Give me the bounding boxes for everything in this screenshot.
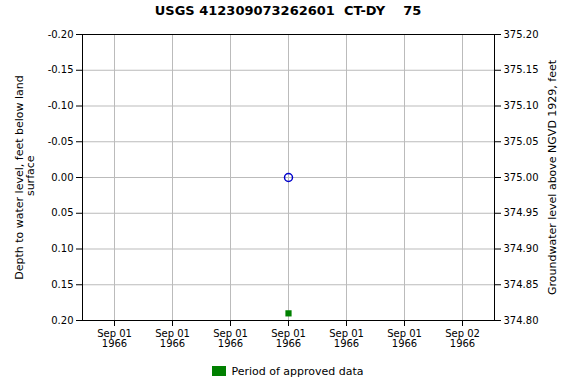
html-text:Period of approved data: Period of approved data xyxy=(231,364,364,378)
svg-text:-0.05: -0.05 xyxy=(48,136,74,147)
svg-text:Sep 011966: Sep 011966 xyxy=(387,328,422,349)
svg-text:-0.20: -0.20 xyxy=(48,29,74,40)
svg-text:0.00: 0.00 xyxy=(51,172,73,183)
svg-text:0.15: 0.15 xyxy=(51,279,73,290)
svg-text:375.00: 375.00 xyxy=(504,172,539,183)
svg-text:Depth to water level, feet bel: Depth to water level, feet below land su… xyxy=(13,75,37,280)
svg-text:375.05: 375.05 xyxy=(504,136,539,147)
svg-text:Sep 021966: Sep 021966 xyxy=(445,328,480,349)
svg-text:0.10: 0.10 xyxy=(51,243,73,254)
svg-text:374.95: 374.95 xyxy=(504,207,539,218)
svg-text:-0.10: -0.10 xyxy=(48,100,74,111)
svg-text:374.85: 374.85 xyxy=(504,279,539,290)
svg-text:-0.15: -0.15 xyxy=(48,64,74,75)
svg-text:375.20: 375.20 xyxy=(504,29,539,40)
svg-text:Groundwater level above NGVD 1: Groundwater level above NGVD 1929, feet xyxy=(546,59,559,295)
html-text:USGS 412309073262601 CT-DY 75: USGS 412309073262601 CT-DY 75 xyxy=(154,3,422,18)
svg-text:0.05: 0.05 xyxy=(51,207,73,218)
svg-text:Sep 011966: Sep 011966 xyxy=(155,328,190,349)
svg-text:Sep 011966: Sep 011966 xyxy=(329,328,364,349)
svg-text:Sep 011966: Sep 011966 xyxy=(271,328,306,349)
svg-text:Sep 011966: Sep 011966 xyxy=(213,328,248,349)
svg-text:375.10: 375.10 xyxy=(504,100,539,111)
svg-text:374.80: 374.80 xyxy=(504,315,539,326)
svg-text:Sep 011966: Sep 011966 xyxy=(97,328,132,349)
svg-text:374.90: 374.90 xyxy=(504,243,539,254)
svg-text:375.15: 375.15 xyxy=(504,64,539,75)
svg-text:0.20: 0.20 xyxy=(51,315,73,326)
